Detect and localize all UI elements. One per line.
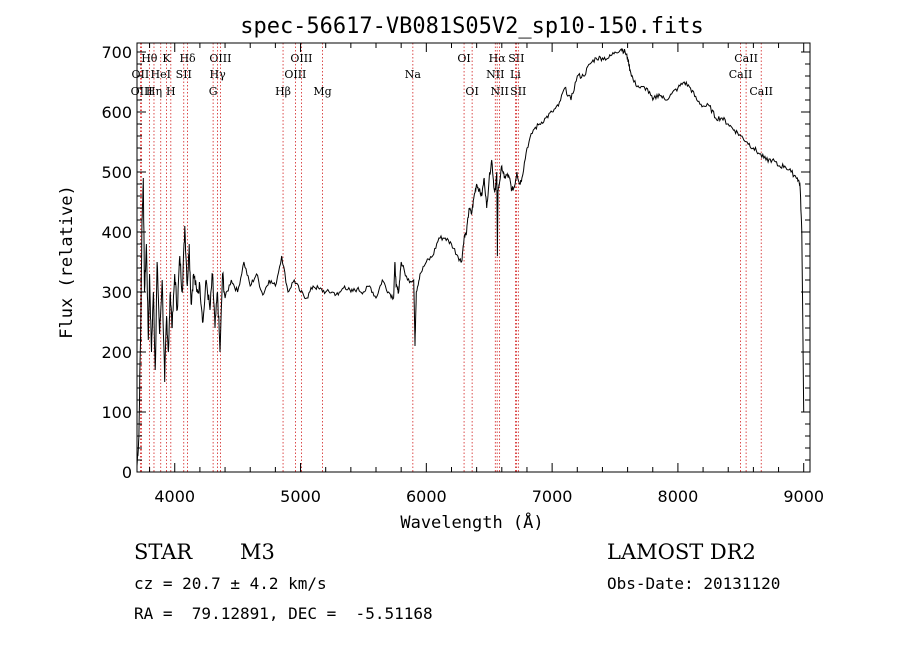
line-label: K: [162, 52, 171, 65]
plot-frame: [136, 42, 811, 473]
y-tick-label: 0: [122, 463, 132, 482]
x-tick-label: 5000: [280, 487, 321, 506]
y-axis: 0 100 200 300 400 500 600 700: [101, 43, 810, 482]
observation-date: Obs-Date: 20131120: [607, 574, 781, 593]
y-tick-label: 400: [101, 223, 132, 242]
line-label: Hβ: [275, 85, 291, 98]
x-tick-label: 6000: [406, 487, 447, 506]
y-axis-label: Flux (relative): [57, 185, 77, 339]
spectrum-line: [136, 48, 805, 467]
line-label: Hγ: [210, 68, 227, 81]
line-label: OI: [457, 52, 470, 65]
line-label: Hα: [489, 52, 507, 65]
line-label: OIII: [284, 68, 306, 81]
line-label: CaII: [749, 85, 773, 98]
line-label: NII: [491, 85, 509, 98]
line-label: OIII: [290, 52, 312, 65]
line-label: Na: [405, 68, 422, 81]
x-tick-label: 7000: [532, 487, 573, 506]
line-markers: Hθ OII OIII K HeI Hη H Hδ SII OIII Hγ G Hβ OIII OIII Mg…: [131, 43, 773, 472]
line-label: G: [209, 85, 218, 98]
y-tick-label: 600: [101, 103, 132, 122]
x-axis: 4000 5000 6000 7000 8000 9000: [149, 43, 824, 506]
coordinates: RA = 79.12891, DEC = -5.51168: [134, 604, 433, 623]
survey-name: LAMOST DR2: [607, 540, 756, 564]
x-tick-label: 8000: [658, 487, 699, 506]
y-tick-label: 300: [101, 283, 132, 302]
line-label: HeI: [151, 68, 171, 81]
y-tick-label: 100: [101, 403, 132, 422]
x-axis-label: Wavelength (Å): [400, 511, 543, 533]
line-label: Li: [510, 68, 521, 81]
redshift-cz: cz = 20.7 ± 4.2 km/s: [134, 574, 327, 593]
x-tick-label: 4000: [154, 487, 195, 506]
line-label: Hδ: [179, 52, 196, 65]
object-subclass: M3: [240, 540, 275, 564]
line-label: CaII: [729, 68, 753, 81]
line-label: SII: [510, 85, 526, 98]
line-label: SII: [508, 52, 524, 65]
y-tick-label: 500: [101, 163, 132, 182]
line-label: SII: [176, 68, 192, 81]
chart-title: spec-56617-VB081S05V2_sp10-150.fits: [240, 14, 704, 39]
y-tick-label: 200: [101, 343, 132, 362]
line-label: Hη: [146, 85, 162, 98]
line-label: Hθ: [141, 52, 158, 65]
x-tick-label: 9000: [783, 487, 824, 506]
y-tick-label: 700: [101, 43, 132, 62]
line-label: H: [166, 85, 176, 98]
line-label: CaII: [734, 52, 758, 65]
line-label: Mg: [313, 85, 331, 98]
line-label: OI: [465, 85, 478, 98]
line-label: NII: [486, 68, 504, 81]
line-label: OIII: [131, 85, 153, 98]
line-label: OIII: [209, 52, 231, 65]
line-label: OII: [132, 68, 150, 81]
object-type: STAR: [134, 540, 193, 564]
